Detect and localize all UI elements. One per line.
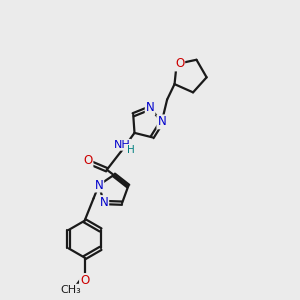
Text: O: O [175, 58, 184, 70]
Text: O: O [80, 274, 89, 287]
Text: CH₃: CH₃ [61, 285, 82, 295]
Text: H: H [127, 145, 134, 155]
Text: N: N [100, 196, 108, 209]
Text: N: N [146, 101, 154, 115]
Text: NH: NH [114, 140, 130, 150]
Text: N: N [94, 178, 103, 192]
Text: N: N [158, 116, 166, 128]
Text: O: O [83, 154, 92, 167]
